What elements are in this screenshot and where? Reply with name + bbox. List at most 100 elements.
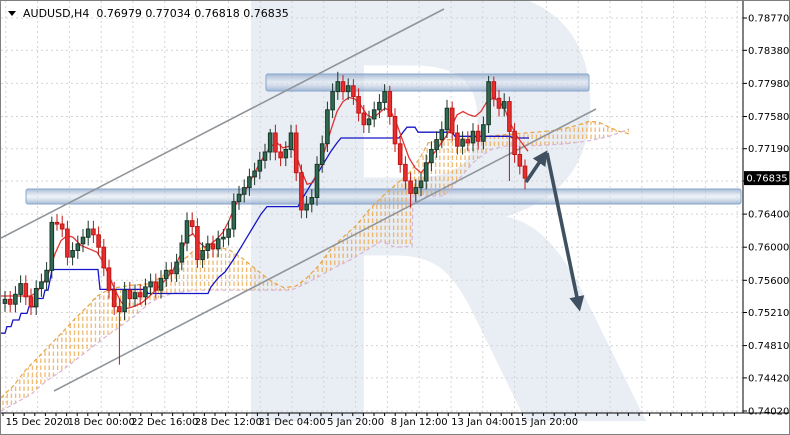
candle-body (195, 226, 200, 261)
candle-body (231, 201, 237, 230)
candle-body (382, 91, 387, 103)
candle-body (491, 81, 497, 99)
candle-body (96, 234, 101, 248)
candle-body (2, 298, 8, 304)
price-tick-label: 0.77190 (748, 144, 789, 155)
time-tick-label: 18 Dec 00:00 (68, 417, 135, 428)
candle-body (158, 278, 164, 291)
price-tick-label: 0.78770 (748, 14, 789, 25)
candle-body (309, 197, 315, 205)
candle-body (465, 139, 471, 144)
candle-body (28, 296, 34, 308)
time-tick-label: 31 Dec 04:00 (258, 417, 325, 428)
senkou-span-b-line (1, 128, 630, 412)
bounce-up-arrow[interactable] (524, 150, 548, 184)
ichimoku-cloud (1, 120, 630, 412)
candle-body (403, 163, 408, 182)
candle-body (70, 250, 75, 258)
time-tick-label: 13 Jan 04:00 (451, 417, 514, 428)
candle-body (340, 81, 346, 93)
candle-body (455, 132, 460, 147)
watermark-letter: R (196, 1, 658, 435)
chart-title: AUDUSD,H4 0.76979 0.77034 0.76818 0.7683… (8, 7, 289, 20)
candle-body (356, 96, 361, 114)
channel-lower-trendline[interactable] (53, 108, 597, 392)
candle-body (39, 281, 44, 289)
candle-body (215, 238, 221, 250)
price-tick-label: 0.75600 (748, 276, 789, 287)
candle-body (44, 269, 49, 283)
candle-body (59, 223, 65, 230)
chart-ohlc-quotes: 0.76979 0.77034 0.76818 0.76835 (96, 7, 289, 20)
candle-body (111, 289, 117, 308)
candle-body (143, 286, 148, 298)
candle-body (408, 180, 413, 194)
candle-body (23, 283, 29, 298)
candle-body (475, 130, 481, 142)
trend-channel (1, 8, 597, 392)
candle-body (122, 289, 127, 313)
candle-body (132, 292, 138, 300)
chart-symbol-period: AUDUSD,H4 (23, 7, 90, 20)
candle-body (163, 269, 169, 280)
price-tick-label: 0.74020 (748, 407, 789, 418)
candle-body (205, 243, 211, 251)
time-tick-label: 28 Dec 12:00 (195, 417, 262, 428)
candle-body (148, 281, 153, 288)
candle-body (314, 163, 320, 198)
price-tick-label: 0.74420 (748, 373, 789, 384)
candle-body (200, 250, 205, 261)
candle-body (325, 109, 330, 145)
symbol-dropdown-icon[interactable] (8, 11, 16, 16)
candle-body (429, 149, 434, 164)
candle-body (226, 228, 231, 238)
price-tick-label: 0.78380 (748, 46, 789, 57)
candle-body (101, 246, 107, 269)
candle-body (221, 236, 226, 240)
candle-body (486, 81, 491, 126)
candle-body (413, 187, 419, 194)
candle-body (241, 187, 247, 195)
candle-body (33, 288, 39, 308)
time-tick-label: 8 Jan 12:00 (391, 417, 448, 428)
candle-body (397, 143, 403, 166)
candle-body (85, 228, 91, 238)
candle-body (189, 220, 195, 227)
candle-body (153, 281, 159, 291)
candle-body (377, 101, 382, 111)
senkou-span-a-line (1, 120, 630, 399)
candle-body (127, 289, 133, 300)
candle-body (319, 143, 325, 166)
candle-body (184, 220, 190, 244)
candle-body (470, 130, 476, 144)
candle-body (522, 165, 528, 179)
candle-body (75, 243, 81, 251)
candle-body (460, 139, 465, 147)
candle-body (434, 139, 439, 151)
candle-body (179, 242, 185, 263)
candle-body (252, 170, 257, 178)
candle-body (174, 261, 179, 275)
candle-body (351, 85, 356, 98)
projected-drop-arrow[interactable] (545, 152, 585, 312)
candle-body (366, 118, 372, 126)
time-tick-label: 15 Jan 20:00 (515, 417, 578, 428)
candle-body (106, 267, 112, 291)
current-price-box-bg (744, 171, 789, 186)
candle-body (423, 162, 429, 182)
candle-body (304, 203, 309, 211)
candle-body (117, 306, 122, 313)
price-tick-label: 0.77980 (748, 79, 789, 90)
candle-body (444, 107, 450, 131)
candle-body (330, 91, 335, 111)
candle-body (49, 221, 55, 271)
price-axis[interactable]: 0.78770 0.78380 0.77980 0.77580 0.77190 0.764… (742, 1, 789, 418)
price-tick-label: 0.76400 (748, 210, 789, 221)
candle-body (80, 236, 86, 245)
time-tick-label: 5 Jan 20:00 (327, 417, 384, 428)
candle-body (418, 180, 424, 189)
channel-upper-trendline[interactable] (1, 8, 445, 239)
